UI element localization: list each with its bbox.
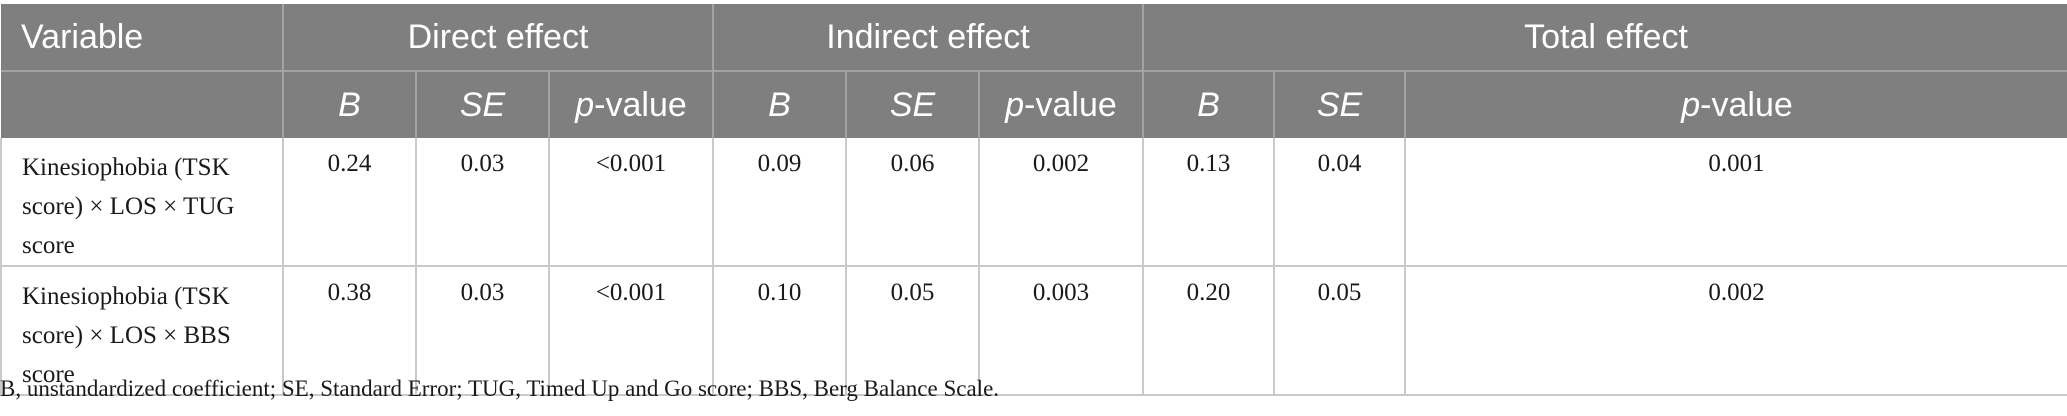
total-b-cell: 0.20	[1142, 266, 1275, 396]
direct-b-cell: 0.38	[282, 266, 416, 396]
indirect-p-cell: 0.002	[978, 138, 1144, 267]
total-b-cell: 0.13	[1142, 138, 1275, 267]
indirect-se-cell: 0.05	[845, 266, 980, 396]
total-se-cell: 0.05	[1273, 266, 1406, 396]
results-table: Variable Direct effect Indirect effect T…	[0, 4, 2067, 396]
direct-p-cell: <0.001	[547, 266, 714, 396]
header-direct-b: B	[282, 71, 416, 138]
header-direct-se: SE	[415, 71, 549, 138]
header-empty	[1, 71, 283, 138]
direct-b-cell: 0.24	[282, 138, 416, 267]
indirect-b-cell: 0.10	[712, 266, 847, 396]
indirect-b-cell: 0.09	[712, 138, 847, 267]
total-se-cell: 0.04	[1273, 138, 1406, 267]
header-total-p: p-value	[1404, 71, 2067, 138]
header-total-b: B	[1142, 71, 1275, 138]
header-direct-effect: Direct effect	[281, 4, 714, 72]
indirect-se-cell: 0.06	[845, 138, 980, 267]
table-footnote: B, unstandardized coefficient; SE, Stand…	[0, 376, 1000, 401]
table-row: Kinesiophobia (TSK score) × LOS × BBS sc…	[0, 266, 2067, 396]
header-indirect-effect: Indirect effect	[712, 4, 1144, 72]
direct-se-cell: 0.03	[415, 266, 549, 396]
direct-se-cell: 0.03	[415, 138, 549, 267]
indirect-p-cell: 0.003	[978, 266, 1144, 396]
variable-cell: Kinesiophobia (TSK score) × LOS × TUG sc…	[0, 138, 283, 267]
variable-cell: Kinesiophobia (TSK score) × LOS × BBS sc…	[0, 266, 283, 396]
header-indirect-se: SE	[845, 71, 980, 138]
header-group-row: Variable Direct effect Indirect effect T…	[1, 4, 2067, 72]
direct-p-cell: <0.001	[547, 138, 714, 267]
header-total-se: SE	[1273, 71, 1406, 138]
header-total-effect: Total effect	[1142, 4, 2067, 72]
header-variable: Variable	[1, 4, 283, 72]
header-direct-p: p-value	[547, 71, 714, 138]
header-sub-row: B SE p-value B SE p-value B SE p-value	[1, 71, 2067, 138]
header-indirect-b: B	[712, 71, 847, 138]
table-row: Kinesiophobia (TSK score) × LOS × TUG sc…	[0, 138, 2067, 267]
total-p-cell: 0.001	[1404, 138, 2067, 267]
total-p-cell: 0.002	[1404, 266, 2067, 396]
header-indirect-p: p-value	[978, 71, 1144, 138]
